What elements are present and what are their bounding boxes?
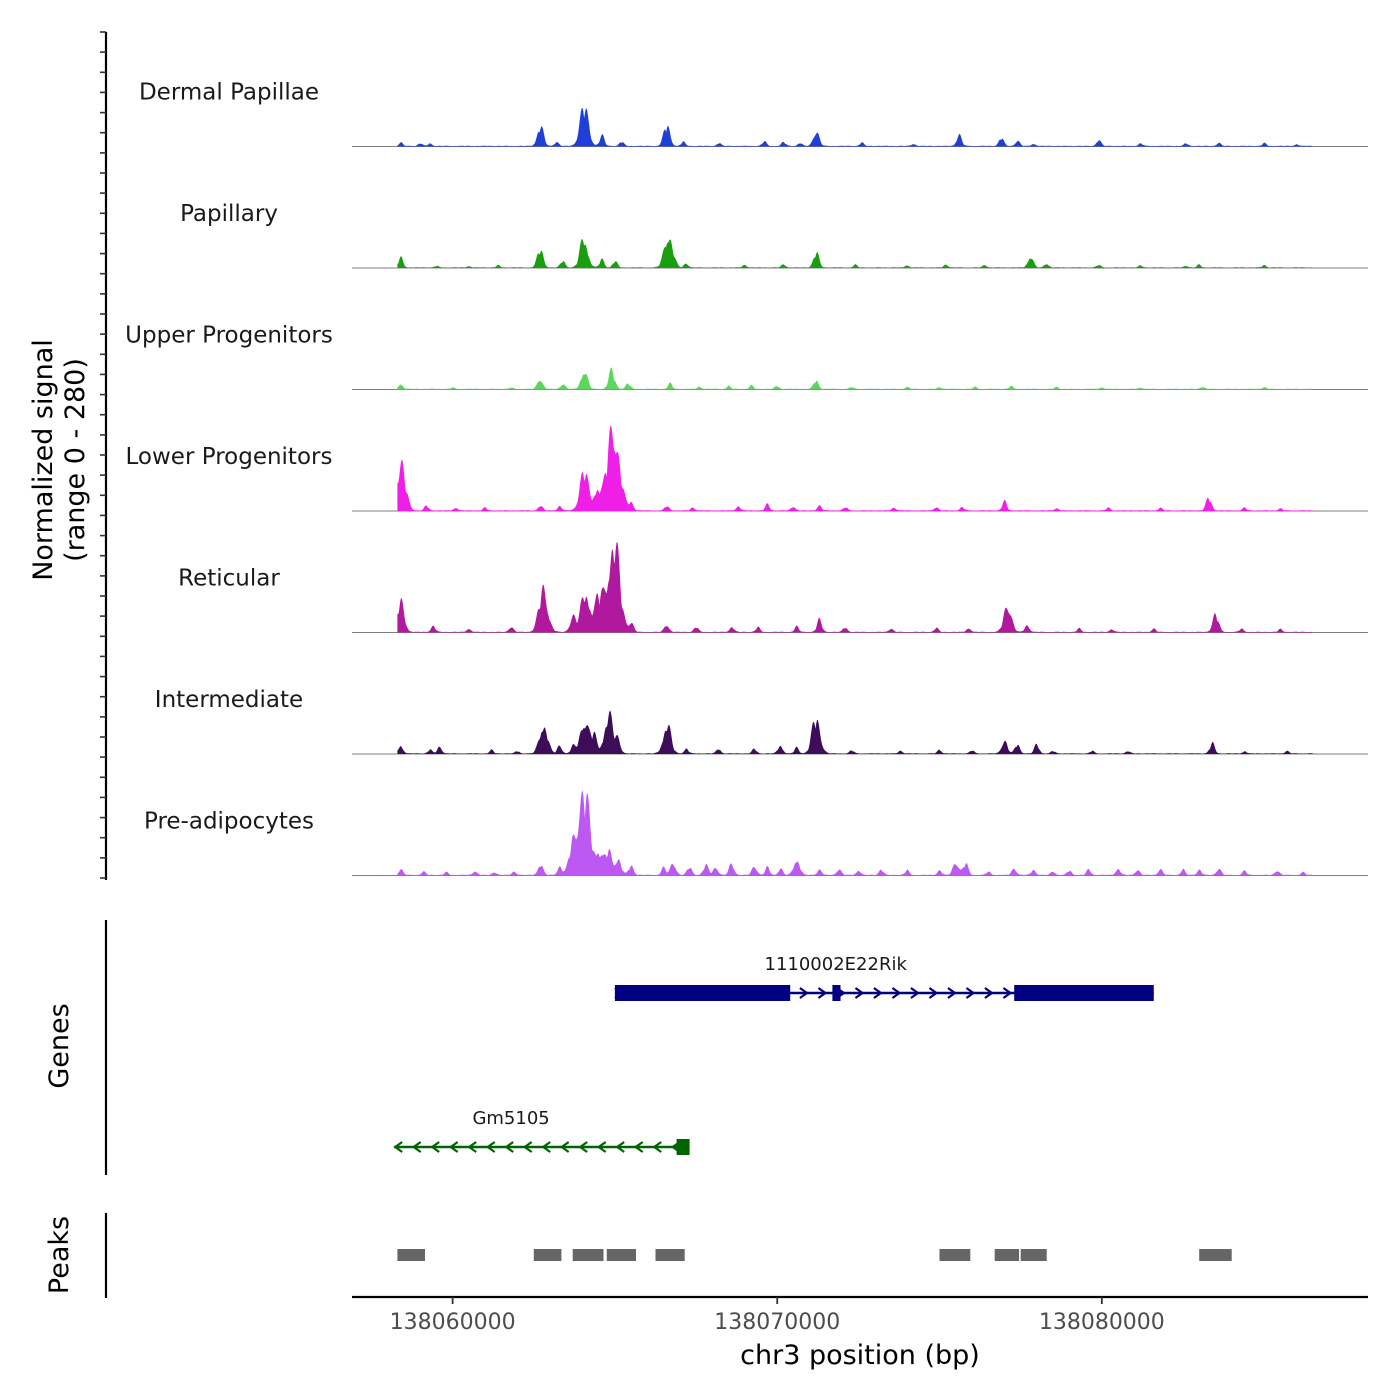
gene-1110002e22rik: 1110002E22Rik [614,954,1154,1001]
x-axis-title: chr3 position (bp) [740,1340,980,1371]
strand-arrow [541,1141,551,1153]
track-lower-progenitors: Lower Progenitors [126,425,1368,512]
gene-label: Gm5105 [472,1108,549,1129]
coverage-area [397,790,1313,876]
strand-arrow [596,1141,607,1153]
strand-arrow [615,1141,625,1153]
x-ticks: 138060000 138070000 138080000 [390,1297,1165,1335]
y-axis-title: Normalized signal [28,339,59,581]
strand-arrow [522,1141,533,1153]
peak-intervals [397,1249,1232,1261]
track-upper-progenitors: Upper Progenitors [125,323,1368,390]
track-label: Pre-adipocytes [144,809,314,835]
track-label: Intermediate [155,687,303,713]
peaks-panel: Peaks [44,1213,1232,1298]
gene-exon [1014,985,1154,1001]
track-label: Dermal Papillae [139,80,319,106]
signal-panel: Normalized signal (range 0 - 280) Dermal… [28,31,1368,880]
strand-arrow [891,987,902,999]
strand-arrow [467,1141,477,1153]
strand-arrow [578,1141,588,1153]
gene-label: 1110002E22Rik [765,954,908,975]
gene-panel: Genes 1110002E22Rik Gm5105 [44,920,1154,1175]
strand-arrow [799,987,809,999]
genes-panel-label: Genes [44,1003,75,1088]
strand-arrow [448,1141,459,1153]
peak-interval [1020,1249,1047,1261]
strand-arrow [393,1141,403,1153]
strand-arrow [485,1141,496,1153]
track-label: Upper Progenitors [125,323,333,349]
strand-arrow [854,987,865,999]
strand-arrow [873,987,883,999]
strand-arrow [984,987,994,999]
signal-y-ticks [100,31,106,879]
gene-exon [676,1139,690,1155]
track-reticular: Reticular [178,542,1368,633]
gene-gm5105: Gm5105 [393,1108,690,1155]
track-label: Reticular [178,566,280,592]
strand-arrow [928,987,939,999]
track-papillary: Papillary [180,201,1368,269]
strand-arrow [1002,987,1013,999]
coverage-tracks: Dermal Papillae Papillary Upper Progenitor… [125,80,1368,876]
peak-interval [397,1249,425,1261]
x-tick-label: 138060000 [390,1310,516,1335]
coverage-area [397,107,1313,147]
peak-interval [533,1249,562,1261]
peak-interval [939,1249,971,1261]
track-intermediate: Intermediate [155,687,1368,755]
peak-interval [606,1249,636,1261]
track-label: Papillary [180,201,278,227]
gene-exon [614,985,791,1001]
peaks-panel-label: Peaks [44,1216,75,1294]
strand-arrow [965,987,976,999]
strand-arrow [652,1141,662,1153]
peak-interval [572,1249,604,1261]
x-tick-label: 138080000 [1039,1310,1165,1335]
y-axis-subtitle: (range 0 - 280) [60,358,91,562]
x-axis: 138060000 138070000 138080000 chr3 positio… [352,1295,1368,1371]
strand-arrow [947,987,957,999]
gene-exon [832,985,841,1001]
coverage-area [397,239,1313,268]
peak-interval [655,1249,685,1261]
strand-arrow [817,987,828,999]
strand-arrow [430,1141,440,1153]
x-tick-label: 138070000 [714,1310,840,1335]
track-dermal-papillae: Dermal Papillae [139,80,1368,147]
track-label: Lower Progenitors [126,444,333,470]
strand-arrow [559,1141,570,1153]
coverage-area [397,710,1313,754]
strand-arrow [411,1141,422,1153]
strand-arrow [633,1141,644,1153]
track-pre-adipocytes: Pre-adipocytes [144,790,1368,876]
strand-arrow [504,1141,514,1153]
strand-arrow [910,987,920,999]
peak-interval [994,1249,1019,1261]
peak-interval [1199,1249,1232,1261]
gene-models: 1110002E22Rik Gm5105 [393,954,1154,1155]
